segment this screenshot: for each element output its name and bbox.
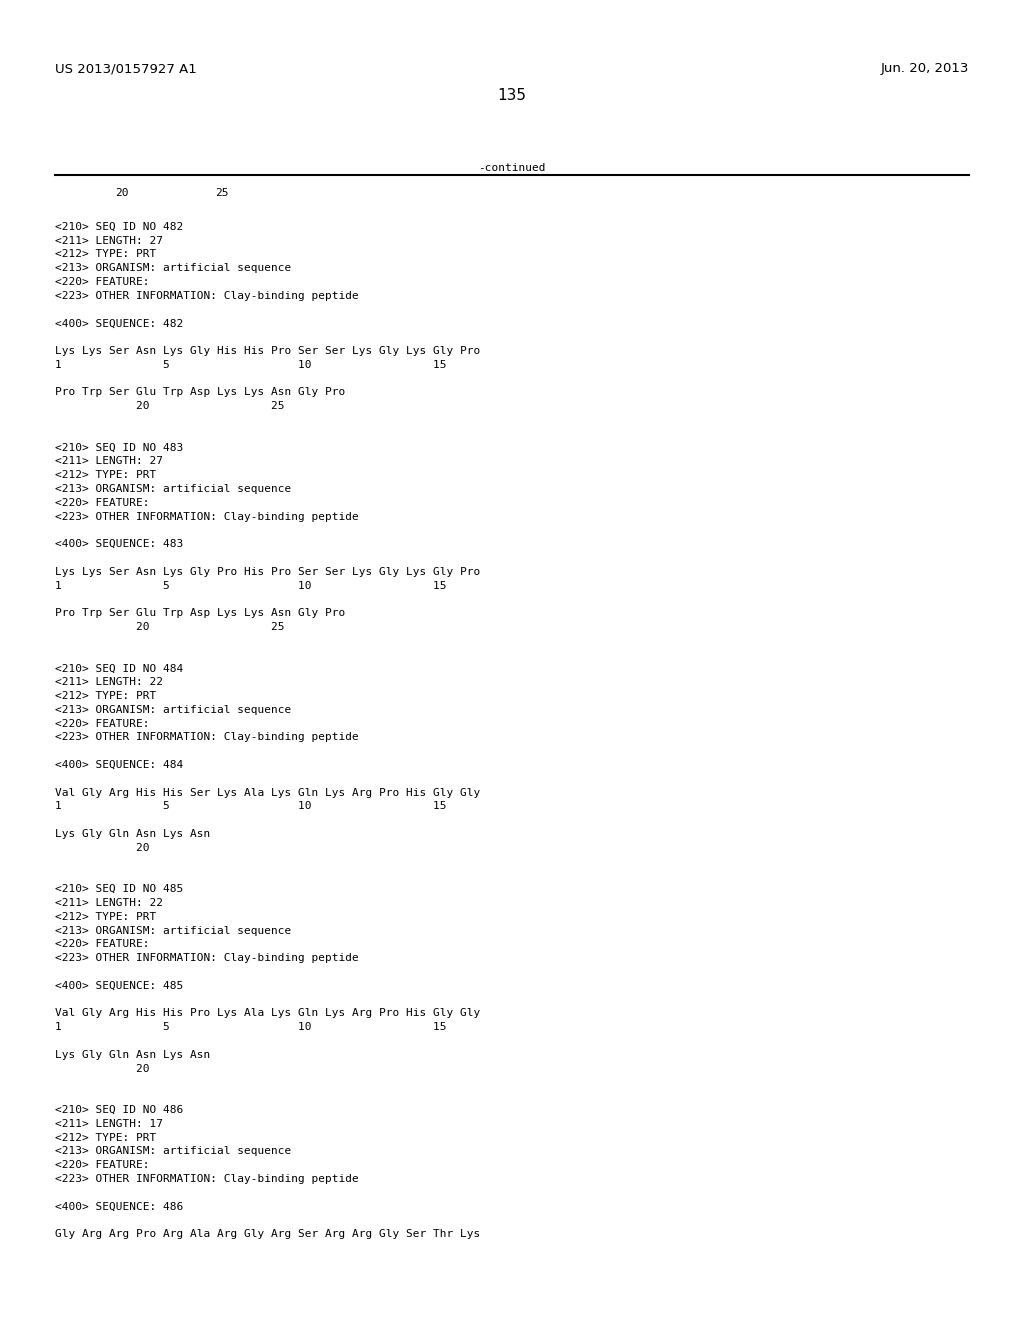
Text: <212> TYPE: PRT: <212> TYPE: PRT — [55, 249, 157, 260]
Text: <220> FEATURE:: <220> FEATURE: — [55, 1160, 150, 1171]
Text: <210> SEQ ID NO 484: <210> SEQ ID NO 484 — [55, 664, 183, 673]
Text: 1               5                   10                  15: 1 5 10 15 — [55, 581, 446, 590]
Text: <210> SEQ ID NO 486: <210> SEQ ID NO 486 — [55, 1105, 183, 1115]
Text: <223> OTHER INFORMATION: Clay-binding peptide: <223> OTHER INFORMATION: Clay-binding pe… — [55, 512, 358, 521]
Text: Pro Trp Ser Glu Trp Asp Lys Lys Asn Gly Pro: Pro Trp Ser Glu Trp Asp Lys Lys Asn Gly … — [55, 609, 345, 618]
Text: 135: 135 — [498, 88, 526, 103]
Text: <400> SEQUENCE: 486: <400> SEQUENCE: 486 — [55, 1201, 183, 1212]
Text: <210> SEQ ID NO 482: <210> SEQ ID NO 482 — [55, 222, 183, 232]
Text: <223> OTHER INFORMATION: Clay-binding peptide: <223> OTHER INFORMATION: Clay-binding pe… — [55, 290, 358, 301]
Text: <220> FEATURE:: <220> FEATURE: — [55, 277, 150, 286]
Text: <212> TYPE: PRT: <212> TYPE: PRT — [55, 690, 157, 701]
Text: <211> LENGTH: 17: <211> LENGTH: 17 — [55, 1119, 163, 1129]
Text: <211> LENGTH: 22: <211> LENGTH: 22 — [55, 677, 163, 688]
Text: <220> FEATURE:: <220> FEATURE: — [55, 718, 150, 729]
Text: <213> ORGANISM: artificial sequence: <213> ORGANISM: artificial sequence — [55, 484, 291, 494]
Text: 20: 20 — [55, 1064, 150, 1073]
Text: 1               5                   10                  15: 1 5 10 15 — [55, 360, 446, 370]
Text: 20                  25: 20 25 — [55, 401, 285, 412]
Text: Val Gly Arg His His Pro Lys Ala Lys Gln Lys Arg Pro His Gly Gly: Val Gly Arg His His Pro Lys Ala Lys Gln … — [55, 1008, 480, 1019]
Text: <212> TYPE: PRT: <212> TYPE: PRT — [55, 912, 157, 921]
Text: <213> ORGANISM: artificial sequence: <213> ORGANISM: artificial sequence — [55, 1146, 291, 1156]
Text: Lys Lys Ser Asn Lys Gly His His Pro Ser Ser Lys Gly Lys Gly Pro: Lys Lys Ser Asn Lys Gly His His Pro Ser … — [55, 346, 480, 356]
Text: <220> FEATURE:: <220> FEATURE: — [55, 940, 150, 949]
Text: <223> OTHER INFORMATION: Clay-binding peptide: <223> OTHER INFORMATION: Clay-binding pe… — [55, 733, 358, 742]
Text: US 2013/0157927 A1: US 2013/0157927 A1 — [55, 62, 197, 75]
Text: <213> ORGANISM: artificial sequence: <213> ORGANISM: artificial sequence — [55, 705, 291, 715]
Text: <212> TYPE: PRT: <212> TYPE: PRT — [55, 1133, 157, 1143]
Text: 1               5                   10                  15: 1 5 10 15 — [55, 801, 446, 812]
Text: 20                  25: 20 25 — [55, 622, 285, 632]
Text: <400> SEQUENCE: 482: <400> SEQUENCE: 482 — [55, 318, 183, 329]
Text: <400> SEQUENCE: 484: <400> SEQUENCE: 484 — [55, 760, 183, 770]
Text: <212> TYPE: PRT: <212> TYPE: PRT — [55, 470, 157, 480]
Text: 20: 20 — [115, 187, 128, 198]
Text: <400> SEQUENCE: 485: <400> SEQUENCE: 485 — [55, 981, 183, 991]
Text: <223> OTHER INFORMATION: Clay-binding peptide: <223> OTHER INFORMATION: Clay-binding pe… — [55, 1173, 358, 1184]
Text: <210> SEQ ID NO 485: <210> SEQ ID NO 485 — [55, 884, 183, 894]
Text: Lys Gly Gln Asn Lys Asn: Lys Gly Gln Asn Lys Asn — [55, 1049, 210, 1060]
Text: 25: 25 — [215, 187, 228, 198]
Text: Pro Trp Ser Glu Trp Asp Lys Lys Asn Gly Pro: Pro Trp Ser Glu Trp Asp Lys Lys Asn Gly … — [55, 387, 345, 397]
Text: 1               5                   10                  15: 1 5 10 15 — [55, 1022, 446, 1032]
Text: <213> ORGANISM: artificial sequence: <213> ORGANISM: artificial sequence — [55, 263, 291, 273]
Text: <223> OTHER INFORMATION: Clay-binding peptide: <223> OTHER INFORMATION: Clay-binding pe… — [55, 953, 358, 964]
Text: Val Gly Arg His His Ser Lys Ala Lys Gln Lys Arg Pro His Gly Gly: Val Gly Arg His His Ser Lys Ala Lys Gln … — [55, 788, 480, 797]
Text: <211> LENGTH: 27: <211> LENGTH: 27 — [55, 235, 163, 246]
Text: Lys Lys Ser Asn Lys Gly Pro His Pro Ser Ser Lys Gly Lys Gly Pro: Lys Lys Ser Asn Lys Gly Pro His Pro Ser … — [55, 566, 480, 577]
Text: -continued: -continued — [478, 162, 546, 173]
Text: <400> SEQUENCE: 483: <400> SEQUENCE: 483 — [55, 539, 183, 549]
Text: <213> ORGANISM: artificial sequence: <213> ORGANISM: artificial sequence — [55, 925, 291, 936]
Text: <210> SEQ ID NO 483: <210> SEQ ID NO 483 — [55, 442, 183, 453]
Text: <220> FEATURE:: <220> FEATURE: — [55, 498, 150, 508]
Text: Jun. 20, 2013: Jun. 20, 2013 — [881, 62, 969, 75]
Text: Gly Arg Arg Pro Arg Ala Arg Gly Arg Ser Arg Arg Gly Ser Thr Lys: Gly Arg Arg Pro Arg Ala Arg Gly Arg Ser … — [55, 1229, 480, 1239]
Text: 20: 20 — [55, 842, 150, 853]
Text: <211> LENGTH: 27: <211> LENGTH: 27 — [55, 457, 163, 466]
Text: Lys Gly Gln Asn Lys Asn: Lys Gly Gln Asn Lys Asn — [55, 829, 210, 840]
Text: <211> LENGTH: 22: <211> LENGTH: 22 — [55, 898, 163, 908]
